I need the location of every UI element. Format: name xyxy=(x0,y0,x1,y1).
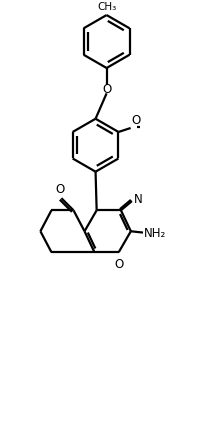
Text: O: O xyxy=(131,114,141,127)
Text: O: O xyxy=(102,83,111,96)
Text: CH₃: CH₃ xyxy=(97,3,116,13)
Text: O: O xyxy=(114,258,123,271)
Text: O: O xyxy=(56,184,65,197)
Text: N: N xyxy=(134,194,143,206)
Text: NH₂: NH₂ xyxy=(144,226,166,239)
